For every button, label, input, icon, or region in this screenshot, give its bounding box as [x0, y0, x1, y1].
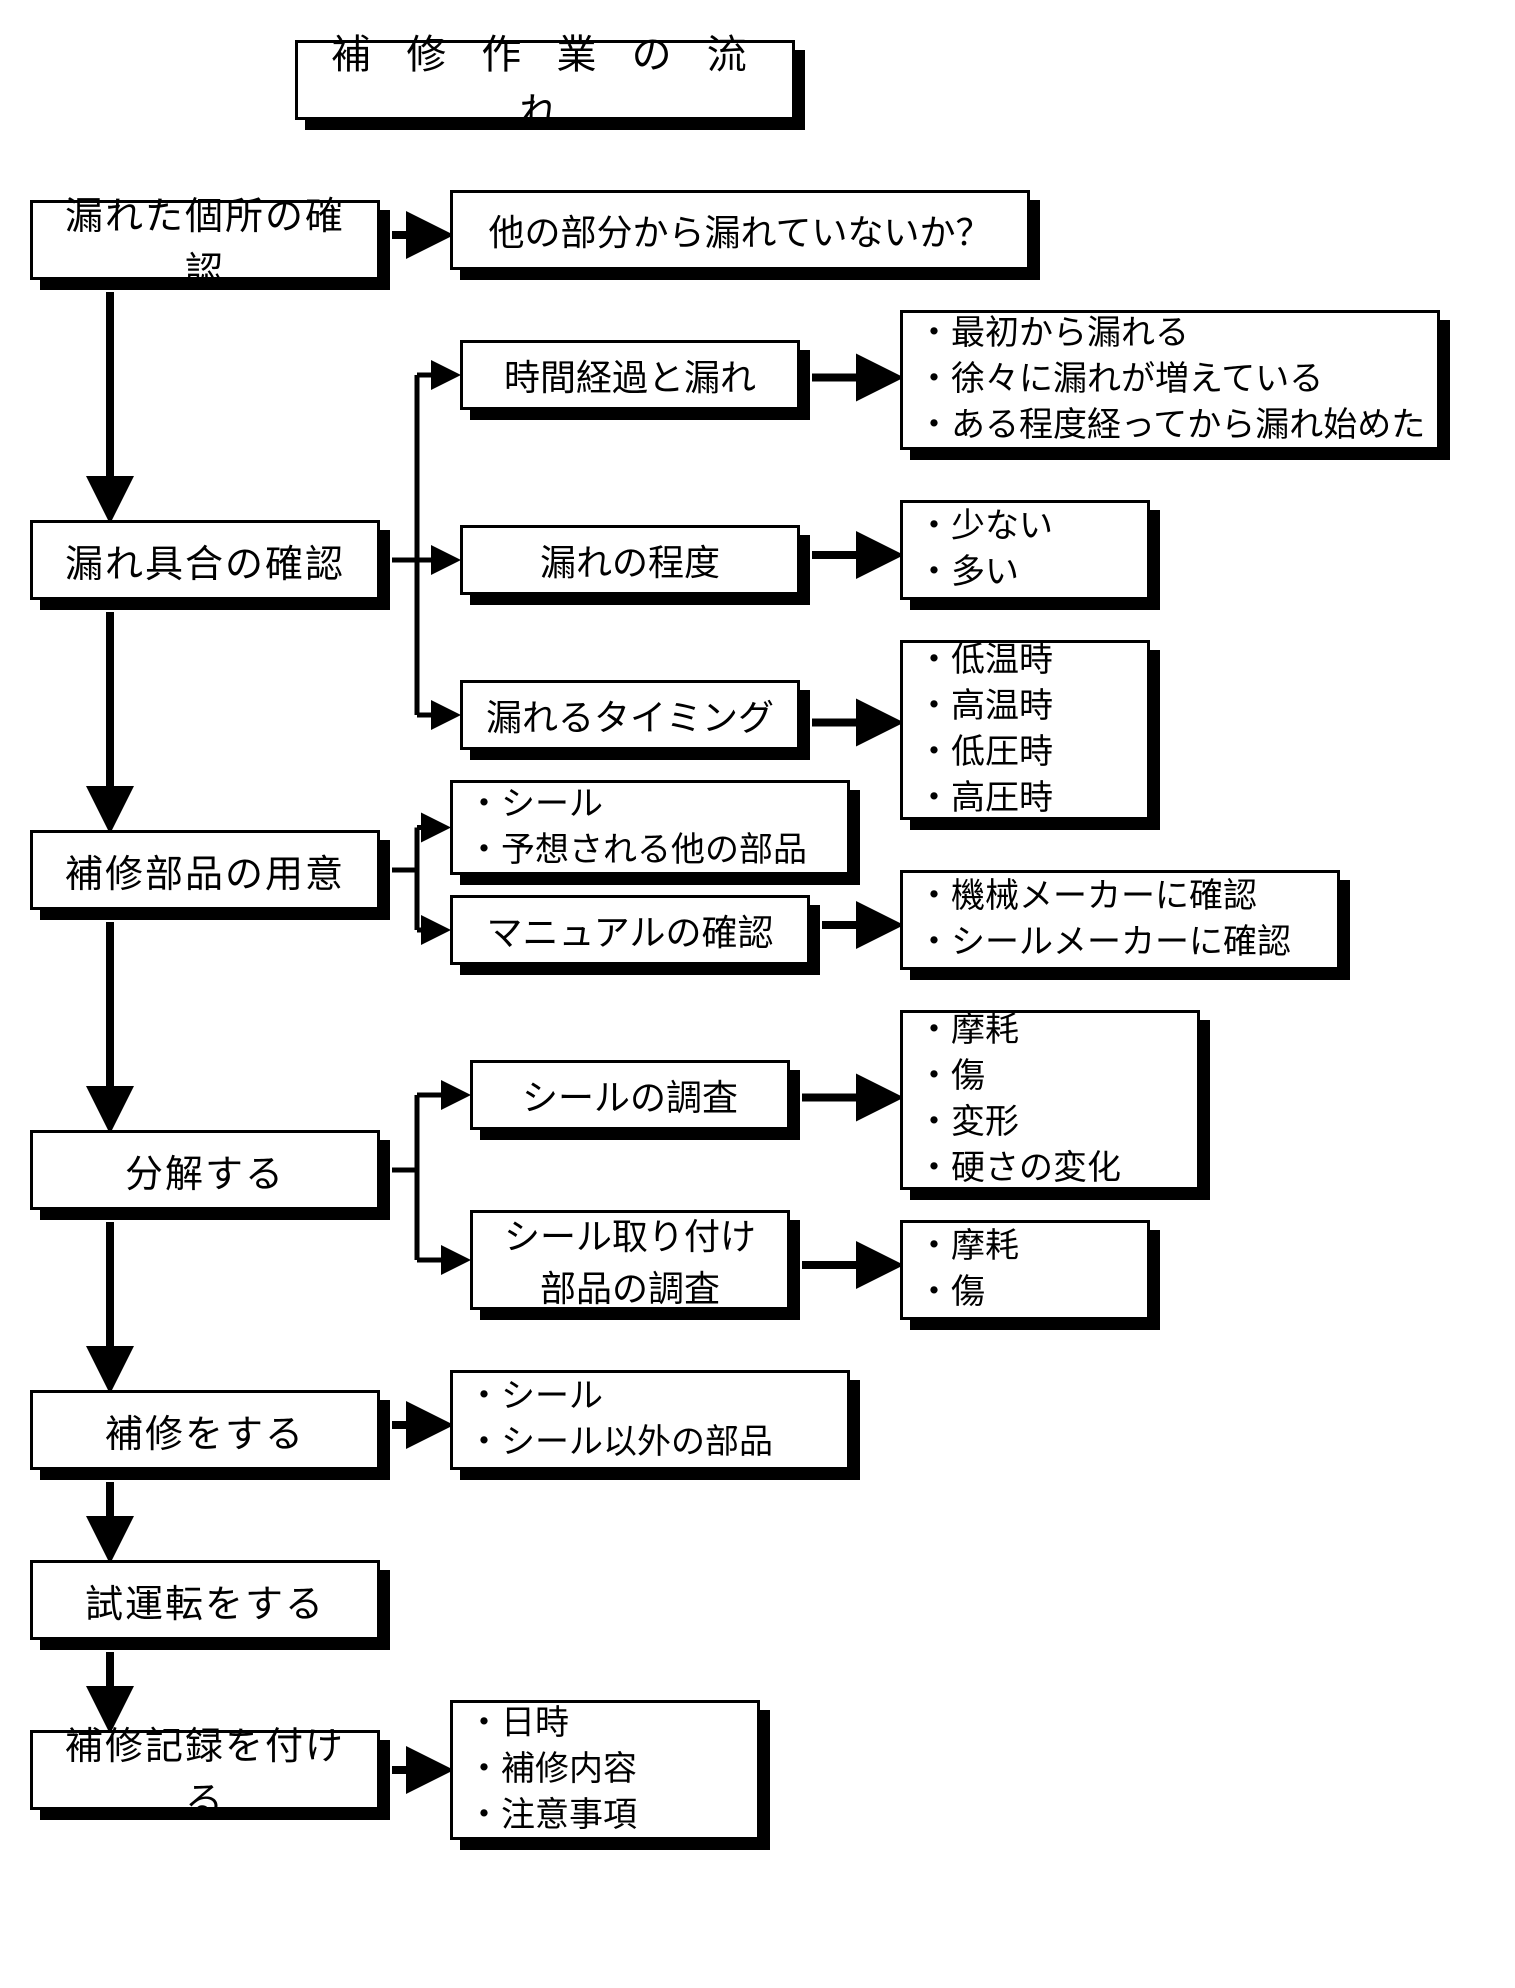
branch-4b-l1: シール取り付け: [504, 1208, 756, 1260]
step-4-label: 分解する: [125, 1143, 285, 1198]
detail-4b-l2: ・傷: [917, 1270, 1019, 1316]
detail-2c-l4: ・高圧時: [917, 776, 1053, 822]
branch-5-l1: ・シール: [467, 1374, 773, 1420]
detail-4b: ・摩耗 ・傷: [900, 1220, 1150, 1320]
title-box: 補 修 作 業 の 流 れ: [295, 40, 795, 120]
branch-2b: 漏れの程度: [460, 525, 800, 595]
step-7-label: 補修記録を付ける: [47, 1715, 363, 1825]
detail-4b-l1: ・摩耗: [917, 1224, 1019, 1270]
detail-4a-l1: ・摩耗: [917, 1008, 1121, 1054]
detail-2c-l1: ・低温時: [917, 638, 1053, 684]
branch-4b: シール取り付け 部品の調査: [470, 1210, 790, 1310]
branch-2c-label: 漏れるタイミング: [486, 689, 774, 741]
detail-4a-l3: ・変形: [917, 1100, 1121, 1146]
branch-3a-l1: ・シール: [467, 782, 807, 828]
step-6-label: 試運転をする: [85, 1573, 325, 1628]
branch-1: 他の部分から漏れていないか？: [450, 190, 1030, 270]
step-1: 漏れた個所の確認: [30, 200, 380, 280]
branch-3b-label: マニュアルの確認: [487, 904, 774, 956]
branch-7-l1: ・日時: [467, 1701, 637, 1747]
title-text: 補 修 作 業 の 流 れ: [312, 22, 778, 138]
step-1-label: 漏れた個所の確認: [47, 185, 363, 295]
step-4: 分解する: [30, 1130, 380, 1210]
detail-2a-l3: ・ある程度経ってから漏れ始めた: [917, 403, 1425, 449]
connectors-layer: [0, 0, 1515, 1988]
branch-2c: 漏れるタイミング: [460, 680, 800, 750]
branch-1-label: 他の部分から漏れていないか？: [489, 204, 992, 256]
step-6: 試運転をする: [30, 1560, 380, 1640]
branch-7: ・日時 ・補修内容 ・注意事項: [450, 1700, 760, 1840]
flowchart-canvas: 補 修 作 業 の 流 れ 漏れた個所の確認 漏れ具合の確認 補修部品の用意 分…: [0, 0, 1515, 1988]
branch-4a-label: シールの調査: [522, 1069, 738, 1121]
detail-3b-l2: ・シールメーカーに確認: [917, 920, 1291, 966]
branch-4b-l2: 部品の調査: [504, 1260, 756, 1312]
branch-4a: シールの調査: [470, 1060, 790, 1130]
detail-2a-l1: ・最初から漏れる: [917, 311, 1425, 357]
branch-7-l2: ・補修内容: [467, 1747, 637, 1793]
branch-2b-label: 漏れの程度: [540, 534, 720, 586]
detail-2c: ・低温時 ・高温時 ・低圧時 ・高圧時: [900, 640, 1150, 820]
branch-2a-label: 時間経過と漏れ: [504, 349, 756, 401]
detail-3b: ・機械メーカーに確認 ・シールメーカーに確認: [900, 870, 1340, 970]
step-5-label: 補修をする: [105, 1403, 305, 1458]
branch-5: ・シール ・シール以外の部品: [450, 1370, 850, 1470]
detail-2c-l3: ・低圧時: [917, 730, 1053, 776]
branch-7-l3: ・注意事項: [467, 1793, 637, 1839]
detail-3b-l1: ・機械メーカーに確認: [917, 874, 1291, 920]
step-2-label: 漏れ具合の確認: [65, 533, 345, 588]
branch-3a: ・シール ・予想される他の部品: [450, 780, 850, 875]
step-3: 補修部品の用意: [30, 830, 380, 910]
step-7: 補修記録を付ける: [30, 1730, 380, 1810]
detail-2a: ・最初から漏れる ・徐々に漏れが増えている ・ある程度経ってから漏れ始めた: [900, 310, 1440, 450]
detail-4a-l2: ・傷: [917, 1054, 1121, 1100]
detail-2a-l2: ・徐々に漏れが増えている: [917, 357, 1425, 403]
detail-2b: ・少ない ・多い: [900, 500, 1150, 600]
branch-5-l2: ・シール以外の部品: [467, 1420, 773, 1466]
step-2: 漏れ具合の確認: [30, 520, 380, 600]
branch-3b: マニュアルの確認: [450, 895, 810, 965]
detail-2c-l2: ・高温時: [917, 684, 1053, 730]
detail-4a: ・摩耗 ・傷 ・変形 ・硬さの変化: [900, 1010, 1200, 1190]
detail-2b-l1: ・少ない: [917, 504, 1053, 550]
branch-2a: 時間経過と漏れ: [460, 340, 800, 410]
branch-3a-l2: ・予想される他の部品: [467, 828, 807, 874]
detail-4a-l4: ・硬さの変化: [917, 1146, 1121, 1192]
step-3-label: 補修部品の用意: [65, 843, 345, 898]
step-5: 補修をする: [30, 1390, 380, 1470]
detail-2b-l2: ・多い: [917, 550, 1053, 596]
